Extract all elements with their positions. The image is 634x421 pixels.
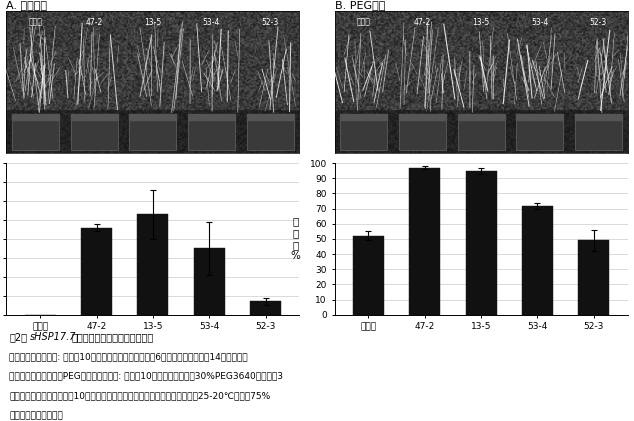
Text: 13-5: 13-5 xyxy=(472,18,489,27)
Text: 乾燥処理後の生存率: 発芽後10日目のイネ幼苗への灌水を6日間停止し、復水後14日目の生育: 乾燥処理後の生存率: 発芽後10日目のイネ幼苗への灌水を6日間停止し、復水後14… xyxy=(10,352,248,361)
Text: B. PEG処理: B. PEG処理 xyxy=(335,0,385,10)
Text: 52-3: 52-3 xyxy=(590,18,607,27)
Bar xyxy=(188,115,235,120)
Bar xyxy=(129,115,176,120)
Bar xyxy=(516,115,563,120)
Bar xyxy=(188,115,235,150)
Bar xyxy=(353,236,384,314)
Text: sHSP17.7: sHSP17.7 xyxy=(30,332,77,342)
Bar xyxy=(71,115,118,150)
Text: 原品種: 原品種 xyxy=(29,18,42,27)
Text: 形質転換系統の水ストレス耐性: 形質転換系統の水ストレス耐性 xyxy=(72,332,154,342)
Bar xyxy=(575,115,622,120)
Bar xyxy=(12,115,59,120)
Bar xyxy=(138,214,169,314)
Text: 53-4: 53-4 xyxy=(203,18,220,27)
Bar xyxy=(250,301,281,314)
Bar xyxy=(578,240,609,314)
Bar xyxy=(458,115,505,150)
Bar xyxy=(399,115,446,120)
Text: 13-5: 13-5 xyxy=(145,18,162,27)
Bar xyxy=(516,115,563,150)
Text: 53-4: 53-4 xyxy=(531,18,548,27)
Bar xyxy=(575,115,622,150)
Bar xyxy=(81,227,112,314)
Bar xyxy=(12,115,59,150)
Bar xyxy=(465,171,496,314)
Bar xyxy=(399,115,446,150)
Bar xyxy=(522,205,553,314)
Text: A. 乾燥処理: A. 乾燥処理 xyxy=(6,0,48,10)
Bar xyxy=(247,115,294,120)
Text: 52-3: 52-3 xyxy=(261,18,279,27)
Text: 再開個体率を調べた。PEG処理後の生存率: 発芽後10日目のイネ幼苗も30%PEG3640溶液中に3: 再開個体率を調べた。PEG処理後の生存率: 発芽後10日目のイネ幼苗も30%PE… xyxy=(10,372,283,381)
Bar xyxy=(340,115,387,150)
Bar xyxy=(247,115,294,150)
Y-axis label: 生
存
率
%: 生 存 率 % xyxy=(291,216,301,261)
Text: 原品種: 原品種 xyxy=(357,18,371,27)
Bar xyxy=(194,248,224,314)
Bar xyxy=(71,115,118,120)
Text: 47-2: 47-2 xyxy=(86,18,103,27)
Text: 囲2: 囲2 xyxy=(10,332,27,342)
Bar xyxy=(458,115,505,120)
Text: の条件下で実施した。: の条件下で実施した。 xyxy=(10,411,63,420)
Text: 47-2: 47-2 xyxy=(414,18,431,27)
Bar xyxy=(410,168,440,314)
Text: 日間浸漬し、水に戻した後10日目の生育再開個体率を調べた。両処理ともに25-20℃、湿度75%: 日間浸漬し、水に戻した後10日目の生育再開個体率を調べた。両処理ともに25-20… xyxy=(10,392,271,400)
Bar xyxy=(129,115,176,150)
Bar xyxy=(340,115,387,120)
